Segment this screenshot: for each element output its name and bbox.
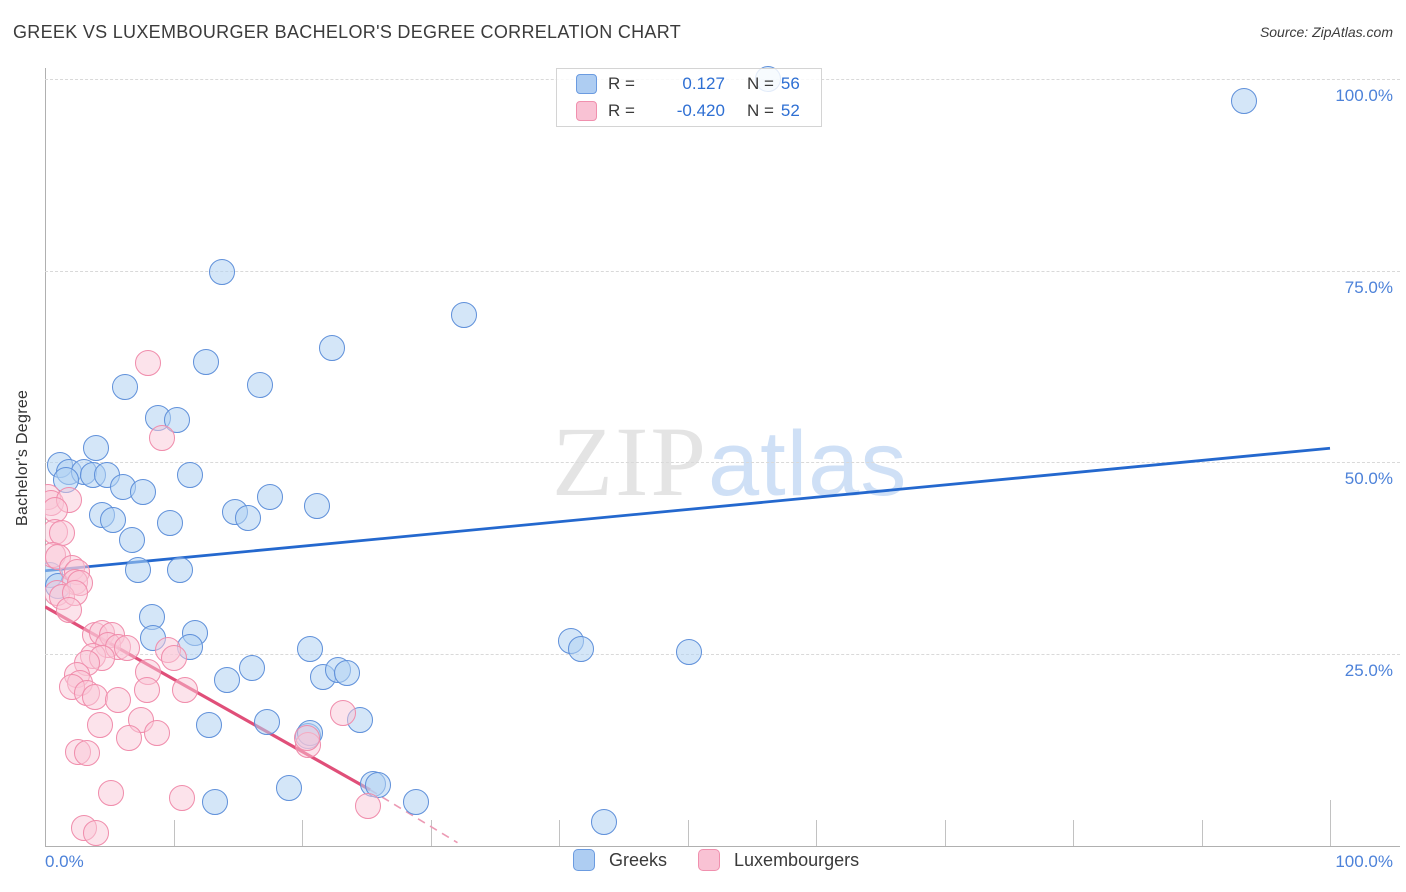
data-point-luxembourgers: [148, 425, 175, 452]
data-point-greeks: [276, 775, 303, 802]
data-point-greeks: [567, 635, 594, 662]
chart-title: GREEK VS LUXEMBOURGER BACHELOR'S DEGREE …: [13, 22, 681, 42]
data-point-greeks: [450, 301, 477, 328]
data-point-luxembourgers: [83, 819, 110, 846]
y-axis-label-25: 25.0%: [1344, 660, 1393, 680]
data-point-luxembourgers: [160, 645, 187, 672]
data-point-luxembourgers: [143, 720, 170, 747]
x-tick-20: [302, 820, 303, 846]
data-point-greeks: [166, 557, 193, 583]
greeks-swatch-icon: [573, 849, 595, 871]
correlation-legend: R = 0.127 N = 56 R = -0.420 N = 52: [556, 68, 822, 127]
gridline-50: [45, 462, 1400, 463]
data-point-greeks: [100, 507, 127, 534]
r-label: R =: [608, 101, 635, 120]
x-tick-60: [816, 820, 817, 846]
data-point-greeks: [201, 789, 228, 816]
data-point-greeks: [238, 655, 265, 682]
data-point-luxembourgers: [330, 700, 357, 727]
data-point-greeks: [304, 492, 331, 519]
greeks-legend-label: Greeks: [609, 849, 668, 870]
r-value-greeks: 0.127: [682, 74, 725, 93]
data-point-greeks: [1230, 88, 1257, 115]
data-point-greeks: [119, 527, 146, 554]
x-tick-80: [1073, 820, 1074, 846]
source-attribution: Source: ZipAtlas.com: [1259, 24, 1393, 40]
data-point-greeks: [83, 435, 110, 462]
series-legend: Greeks Luxembourgers: [573, 849, 859, 871]
gridline-25: [45, 653, 1400, 655]
data-point-luxembourgers: [354, 792, 381, 819]
data-point-greeks: [111, 373, 138, 400]
greeks-trend-line: [45, 446, 1331, 573]
data-point-luxembourgers: [56, 596, 83, 623]
data-point-luxembourgers: [172, 677, 199, 704]
data-point-greeks: [177, 462, 204, 489]
data-point-luxembourgers: [133, 677, 160, 704]
y-axis-label-75: 75.0%: [1344, 277, 1393, 297]
x-tick-100: [1330, 800, 1331, 846]
data-point-luxembourgers: [97, 779, 124, 806]
x-tick-30: [430, 820, 432, 846]
data-point-luxembourgers: [87, 711, 114, 738]
data-point-luxembourgers: [294, 724, 321, 751]
x-tick-90: [1201, 820, 1203, 846]
x-axis-max-label: 100.0%: [1335, 852, 1393, 871]
data-point-luxembourgers: [169, 785, 196, 812]
data-point-greeks: [254, 708, 281, 735]
n-label: N =: [746, 101, 774, 120]
data-point-luxembourgers: [115, 724, 142, 751]
greeks-swatch-icon: [576, 74, 597, 94]
data-point-greeks: [129, 478, 156, 505]
trend-lines: [45, 446, 1331, 844]
data-point-greeks: [675, 638, 702, 665]
data-point-greeks: [235, 504, 262, 531]
data-point-luxembourgers: [114, 635, 141, 662]
data-point-greeks: [124, 557, 151, 583]
data-point-greeks: [256, 484, 283, 511]
data-point-luxembourgers: [74, 740, 101, 767]
gridline-75: [45, 270, 1400, 272]
data-point-greeks: [196, 711, 223, 738]
data-point-greeks: [192, 348, 219, 375]
y-axis-line: [45, 68, 46, 846]
luxembourgers-swatch-icon: [576, 101, 597, 121]
data-point-greeks: [214, 667, 241, 694]
plot-area: [45, 62, 1400, 847]
x-tick-40: [559, 820, 560, 846]
n-value-greeks: 56: [780, 74, 800, 93]
x-axis-min-label: 0.0%: [45, 852, 84, 871]
data-point-luxembourgers: [134, 350, 161, 377]
luxembourgers-swatch-icon: [698, 849, 721, 871]
n-value-luxembourgers: 52: [780, 101, 800, 120]
data-point-greeks: [590, 809, 617, 836]
data-point-greeks: [318, 334, 345, 361]
legend-row-greeks: R = 0.127 N = 56: [557, 72, 821, 96]
data-point-greeks: [156, 510, 183, 537]
y-axis-label-50: 50.0%: [1344, 469, 1393, 488]
n-label: N =: [746, 74, 774, 93]
y-axis-label-100: 100.0%: [1335, 86, 1393, 105]
x-tick-70: [944, 820, 946, 846]
data-point-greeks: [246, 371, 273, 398]
luxembourgers-legend-label: Luxembourgers: [734, 849, 860, 870]
x-tick-10: [173, 820, 175, 846]
data-point-greeks: [296, 635, 323, 662]
legend-row-luxembourgers: R = -0.420 N = 52: [557, 99, 821, 123]
data-point-luxembourgers: [105, 687, 132, 714]
r-label: R =: [608, 74, 635, 93]
luxembourgers-trend-extension: [369, 789, 458, 844]
y-axis-title: Bachelor's Degree: [14, 389, 31, 527]
data-point-greeks: [333, 659, 360, 686]
data-point-greeks: [403, 789, 430, 816]
x-tick-50: [687, 820, 689, 846]
r-value-luxembourgers: -0.420: [676, 101, 725, 120]
data-point-greeks: [209, 259, 236, 286]
